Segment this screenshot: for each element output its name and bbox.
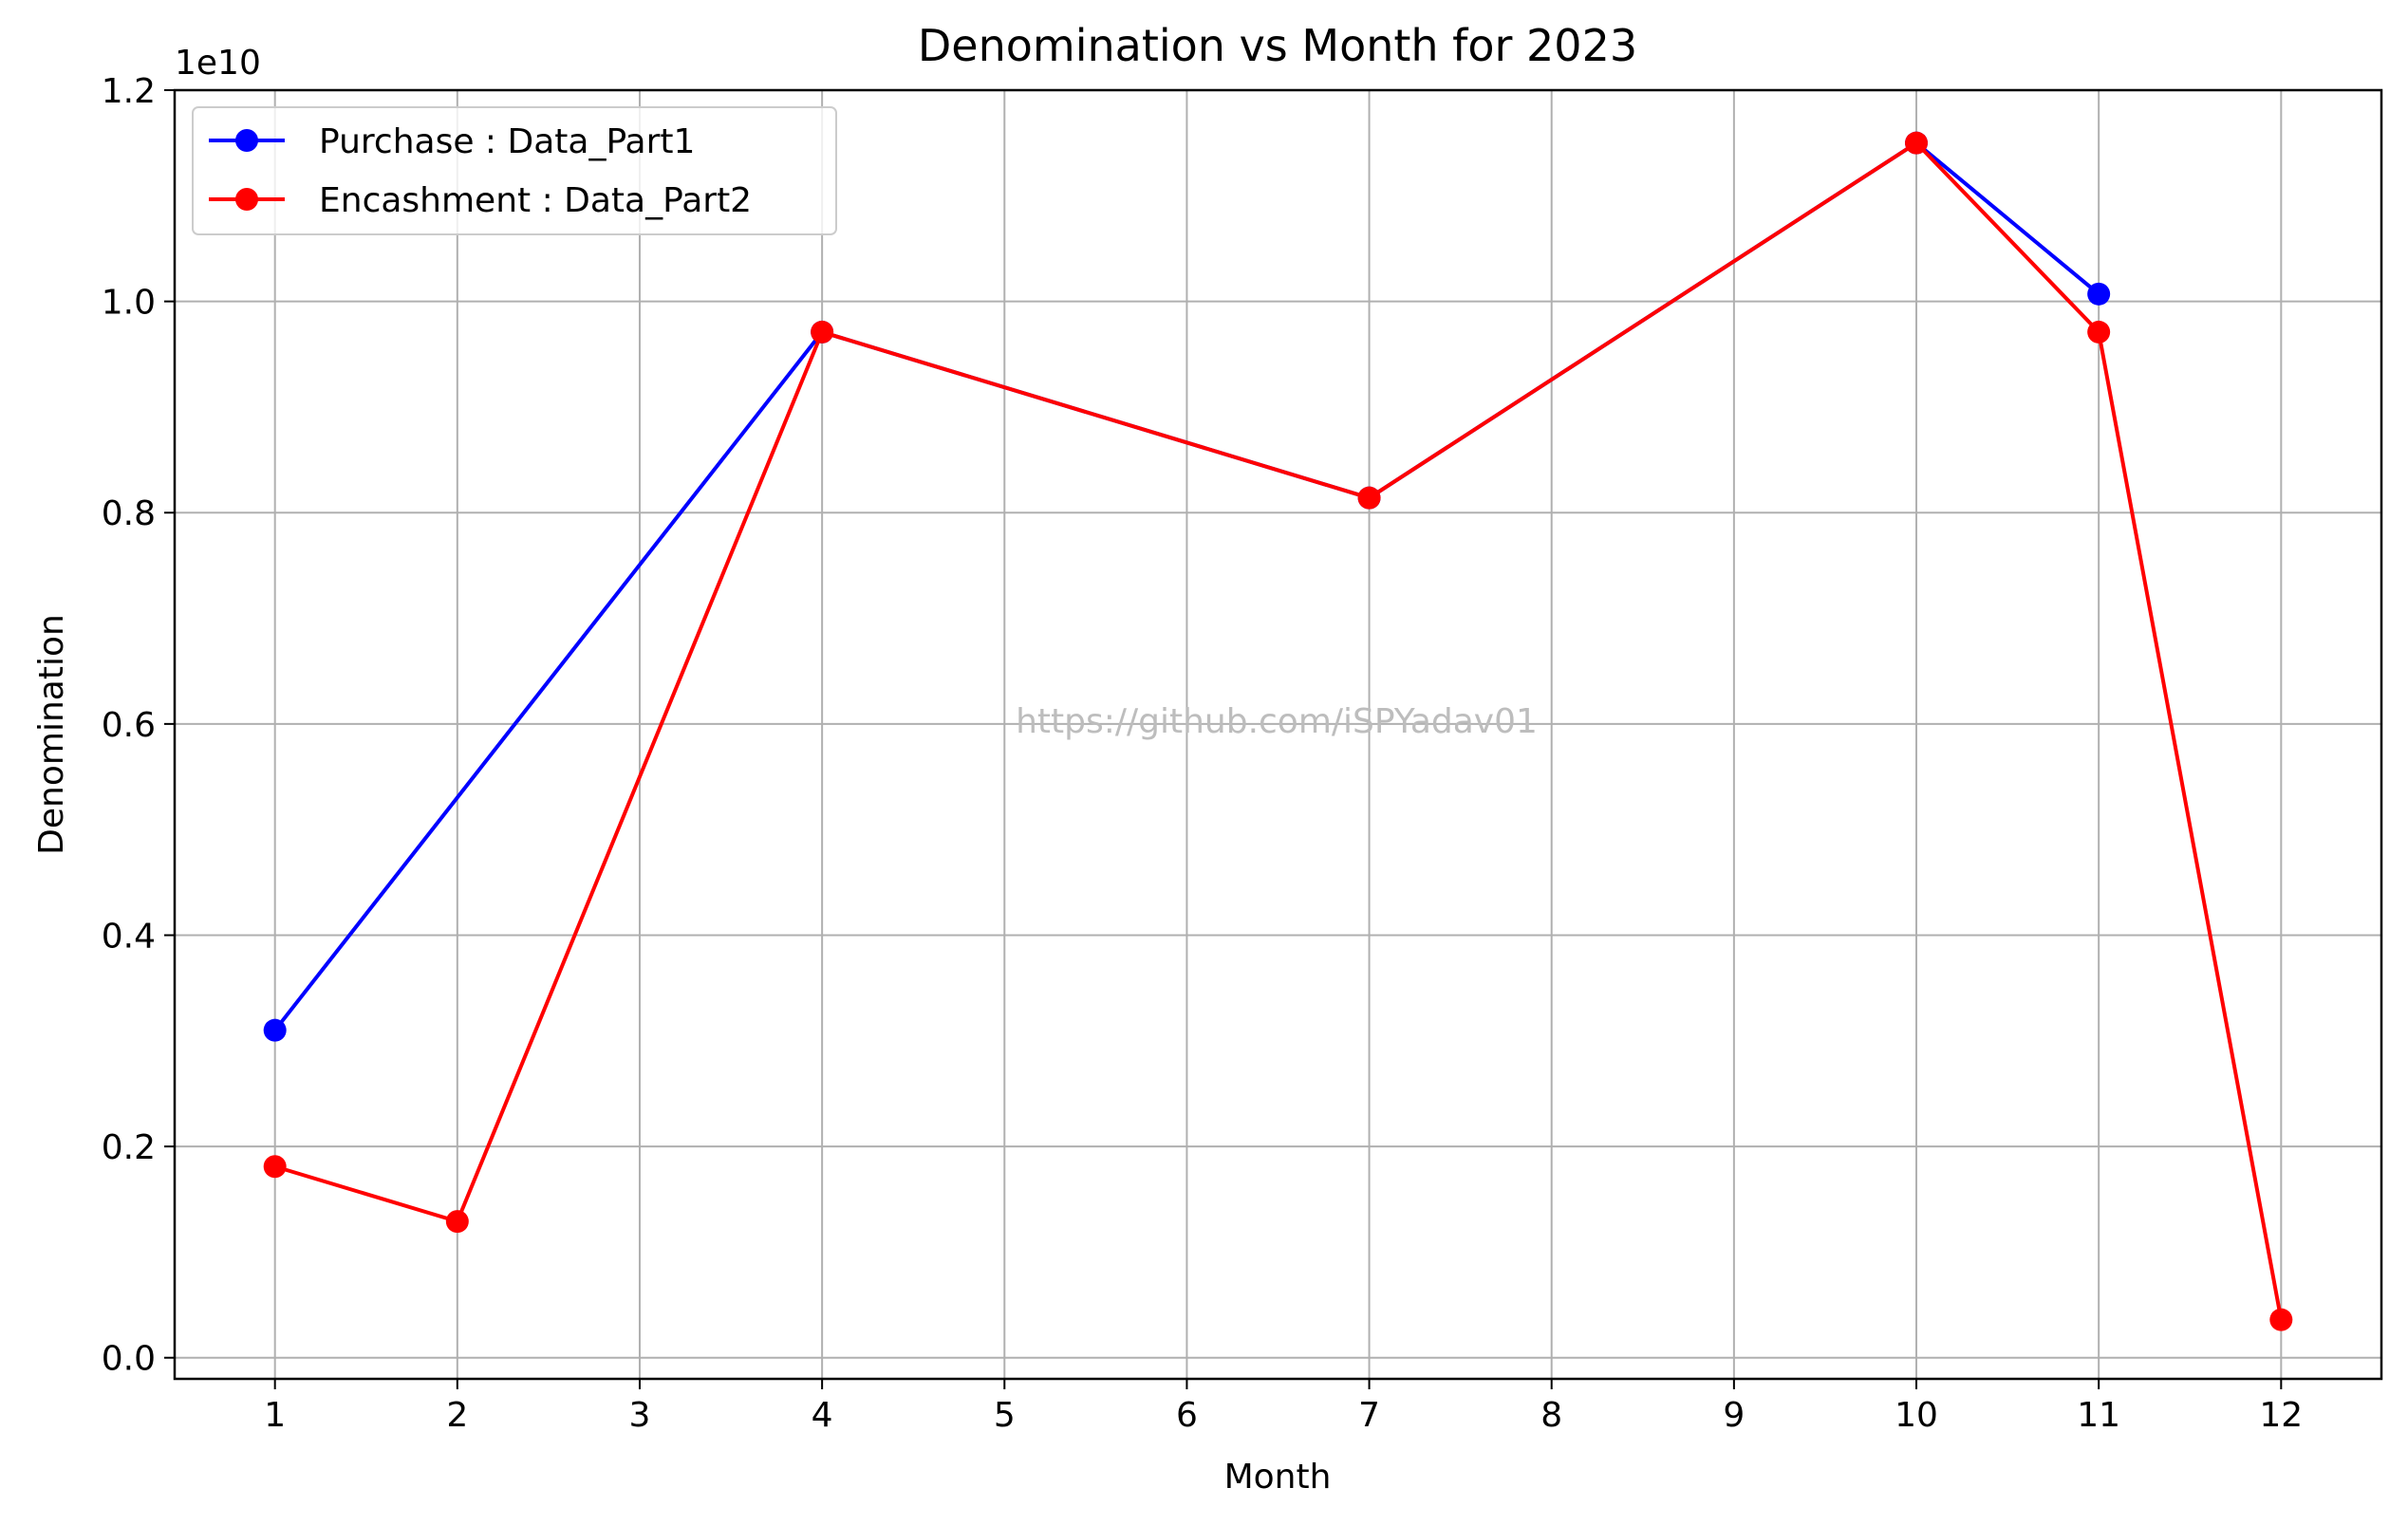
x-tick-label: 7: [1358, 1396, 1380, 1435]
x-tick-label: 5: [994, 1396, 1016, 1435]
x-tick-label: 6: [1176, 1396, 1198, 1435]
y-tick-label: 1.2: [102, 72, 156, 111]
legend-label: Encashment : Data_Part2: [319, 181, 752, 220]
data-point: [1357, 486, 1381, 510]
data-point: [1905, 131, 1929, 155]
x-tick-label: 1: [264, 1396, 286, 1435]
y-tick-label: 0.4: [102, 917, 156, 956]
y-offset-label: 1e10: [175, 44, 261, 83]
x-axis-label: Month: [1224, 1458, 1332, 1497]
legend-marker: [235, 129, 258, 152]
data-point: [811, 320, 834, 344]
legend-item: Purchase : Data_Part1: [209, 122, 695, 161]
y-tick-label: 0.0: [102, 1340, 156, 1379]
legend: Purchase : Data_Part1 Encashment : Data_P…: [192, 106, 837, 235]
x-tick-label: 4: [812, 1396, 833, 1435]
plot-frame: [173, 88, 2383, 1381]
data-point: [263, 1155, 287, 1179]
legend-label: Purchase : Data_Part1: [319, 122, 695, 161]
legend-item: Encashment : Data_Part2: [209, 181, 752, 220]
y-tick-label: 0.8: [102, 494, 156, 533]
chart-title: Denomination vs Month for 2023: [918, 20, 1637, 71]
y-tick-label: 1.0: [102, 284, 156, 323]
y-tick-label: 0.6: [102, 706, 156, 745]
x-tick-label: 10: [1895, 1396, 1938, 1435]
y-axis: 0.0 0.2 0.4 0.6 0.8 1.0 1.2: [102, 72, 175, 1379]
data-point: [2087, 282, 2111, 306]
x-tick-label: 3: [629, 1396, 651, 1435]
data-point: [445, 1210, 469, 1234]
data-point: [263, 1018, 287, 1042]
watermark: https://github.com/iSPYadav01: [1016, 702, 1538, 741]
y-tick-label: 0.2: [102, 1128, 156, 1167]
series-layer: [263, 131, 2293, 1331]
data-point: [2087, 320, 2111, 344]
x-axis: 1 2 3 4 5 6 7 8 9 10 11 12: [264, 1379, 2303, 1435]
legend-marker: [235, 188, 258, 211]
x-tick-label: 11: [2077, 1396, 2120, 1435]
x-tick-label: 12: [2259, 1396, 2303, 1435]
x-tick-label: 8: [1540, 1396, 1562, 1435]
x-tick-label: 9: [1723, 1396, 1745, 1435]
data-point: [2269, 1308, 2293, 1331]
series-2: [263, 131, 2293, 1331]
legend-box: [192, 106, 837, 235]
y-axis-label: Denomination: [32, 614, 71, 855]
x-tick-label: 2: [446, 1396, 468, 1435]
